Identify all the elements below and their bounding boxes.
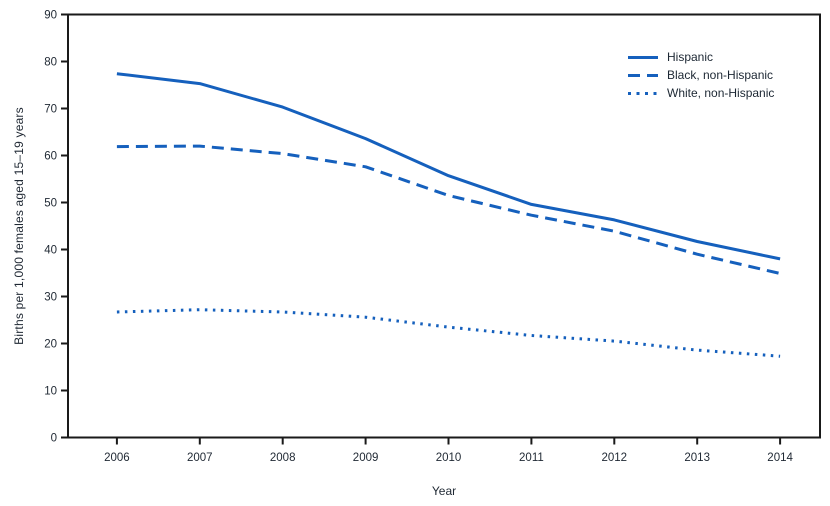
y-tick-label: 40	[44, 245, 57, 257]
legend: Hispanic Black, non-Hispanic White, non-…	[628, 48, 774, 102]
y-tick-label: 0	[51, 433, 57, 445]
x-tick-label: 2007	[187, 452, 213, 464]
y-axis-title: Births per 1,000 females aged 15–19 year…	[12, 107, 26, 345]
y-tick-label: 80	[44, 57, 57, 69]
y-tick-label: 10	[44, 386, 57, 398]
y-tick-label: 50	[44, 198, 57, 210]
legend-item-white-non-hispanic: White, non-Hispanic	[628, 84, 774, 102]
x-tick-label: 2012	[602, 452, 628, 464]
x-tick-label: 2011	[519, 452, 544, 464]
x-axis-title: Year	[431, 484, 457, 498]
x-tick-label: 2008	[270, 452, 296, 464]
legend-dotted-line-icon	[628, 91, 658, 95]
series-line-solid	[116, 72, 781, 261]
series-line-dashed	[116, 144, 781, 275]
y-tick-label: 30	[44, 292, 57, 304]
y-tick-label: 90	[44, 10, 57, 22]
legend-item-black-non-hispanic: Black, non-Hispanic	[628, 66, 774, 84]
y-tick-label: 20	[44, 339, 57, 351]
legend-solid-line-icon	[628, 55, 658, 59]
legend-item-hispanic: Hispanic	[628, 48, 774, 66]
x-tick-label: 2013	[684, 452, 710, 464]
x-tick-label: 2006	[104, 452, 130, 464]
legend-dashed-line-icon	[628, 73, 658, 77]
plot-frame	[67, 13, 821, 439]
legend-label-white-non-hispanic: White, non-Hispanic	[667, 86, 775, 100]
x-tick-label: 2009	[353, 452, 379, 464]
legend-label-hispanic: Hispanic	[667, 50, 714, 64]
x-tick-label: 2010	[436, 452, 462, 464]
series-line-dotted	[116, 308, 781, 358]
legend-label-black-non-hispanic: Black, non-Hispanic	[667, 68, 774, 82]
y-tick-label: 60	[44, 151, 57, 163]
x-tick-label: 2014	[767, 452, 793, 464]
y-tick-label: 70	[44, 104, 57, 116]
